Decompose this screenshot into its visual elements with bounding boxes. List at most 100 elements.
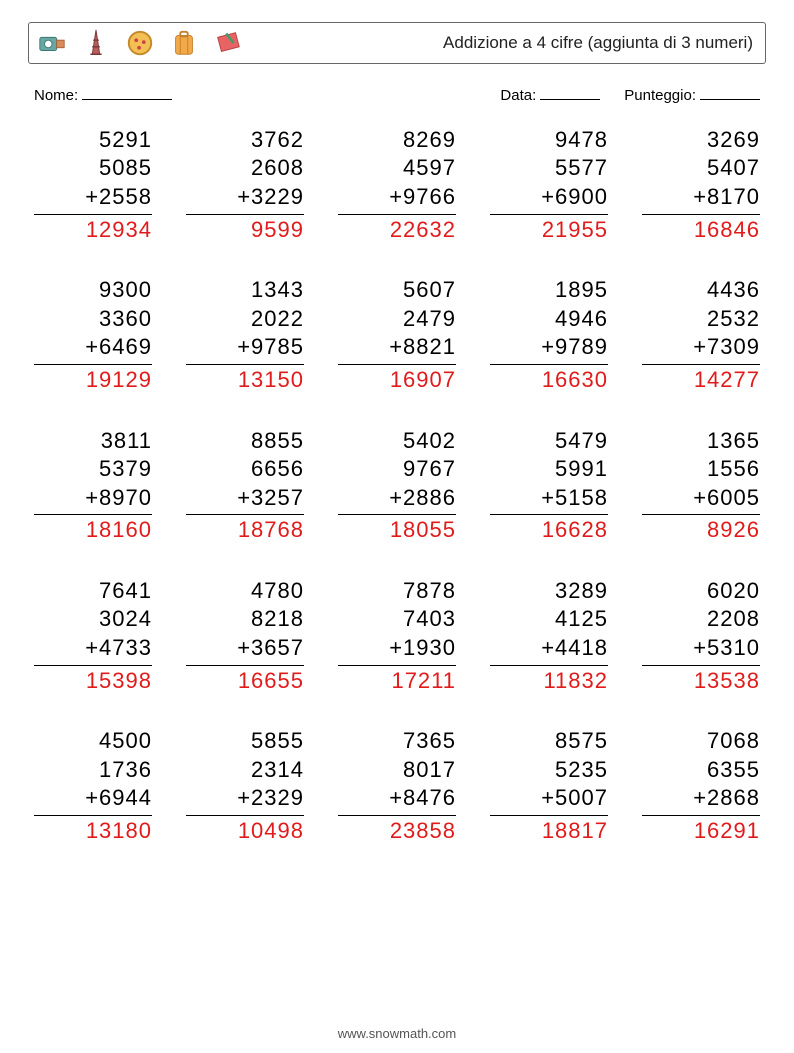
worksheet-header: Addizione a 4 cifre (aggiunta di 3 numer… xyxy=(28,22,766,64)
addition-problem: 47808218+365716655 xyxy=(186,577,304,695)
addend-2: 3024 xyxy=(34,605,152,634)
addend-3: +6469 xyxy=(34,333,152,362)
addend-3: +6900 xyxy=(490,183,608,212)
addend-3: +6944 xyxy=(34,784,152,813)
score-field: Punteggio: xyxy=(624,84,760,104)
answer: 16655 xyxy=(186,667,304,696)
addition-problem: 38115379+897018160 xyxy=(34,427,152,545)
answer: 15398 xyxy=(34,667,152,696)
addend-2: 6656 xyxy=(186,455,304,484)
sum-rule xyxy=(34,364,152,365)
name-field: Nome: xyxy=(34,84,172,104)
addition-problem: 32894125+441811832 xyxy=(490,577,608,695)
addend-3: +8821 xyxy=(338,333,456,362)
addend-2: 8017 xyxy=(338,756,456,785)
suitcase-icon xyxy=(169,28,199,58)
addend-3: +4418 xyxy=(490,634,608,663)
date-blank xyxy=(540,84,600,100)
answer: 16630 xyxy=(490,366,608,395)
addition-problem: 76413024+473315398 xyxy=(34,577,152,695)
problem-grid: 52915085+25581293437622608+3229959982694… xyxy=(28,118,766,846)
sum-rule xyxy=(338,514,456,515)
sum-rule xyxy=(186,815,304,816)
addend-3: +5158 xyxy=(490,484,608,513)
addend-2: 4597 xyxy=(338,154,456,183)
addition-problem: 93003360+646919129 xyxy=(34,276,152,394)
answer: 18055 xyxy=(338,516,456,545)
addition-problem: 54795991+515816628 xyxy=(490,427,608,545)
camera-icon xyxy=(37,28,67,58)
addend-2: 2314 xyxy=(186,756,304,785)
addend-3: +6005 xyxy=(642,484,760,513)
answer: 9599 xyxy=(186,216,304,245)
addend-2: 9767 xyxy=(338,455,456,484)
sum-rule xyxy=(186,214,304,215)
addend-1: 5291 xyxy=(34,126,152,155)
addend-3: +2329 xyxy=(186,784,304,813)
addition-problem: 44362532+730914277 xyxy=(642,276,760,394)
sum-rule xyxy=(34,514,152,515)
sum-rule xyxy=(34,665,152,666)
addend-3: +3657 xyxy=(186,634,304,663)
addend-2: 1736 xyxy=(34,756,152,785)
sum-rule xyxy=(642,214,760,215)
answer: 22632 xyxy=(338,216,456,245)
answer: 18160 xyxy=(34,516,152,545)
sum-rule xyxy=(490,514,608,515)
addend-1: 7068 xyxy=(642,727,760,756)
addend-1: 6020 xyxy=(642,577,760,606)
sum-rule xyxy=(186,514,304,515)
addend-3: +8970 xyxy=(34,484,152,513)
sum-rule xyxy=(642,514,760,515)
answer: 8926 xyxy=(642,516,760,545)
addition-problem: 58552314+232910498 xyxy=(186,727,304,845)
addition-problem: 88556656+325718768 xyxy=(186,427,304,545)
sum-rule xyxy=(490,665,608,666)
addend-2: 6355 xyxy=(642,756,760,785)
footer: www.snowmath.com xyxy=(0,1026,794,1041)
sum-rule xyxy=(186,364,304,365)
answer: 11832 xyxy=(490,667,608,696)
answer: 10498 xyxy=(186,817,304,846)
addition-problem: 85755235+500718817 xyxy=(490,727,608,845)
addend-2: 7403 xyxy=(338,605,456,634)
answer: 18768 xyxy=(186,516,304,545)
addend-1: 4500 xyxy=(34,727,152,756)
answer: 17211 xyxy=(338,667,456,696)
addition-problem: 94785577+690021955 xyxy=(490,126,608,244)
answer: 16907 xyxy=(338,366,456,395)
addition-problem: 45001736+6944 13180 xyxy=(34,727,152,845)
addend-1: 4780 xyxy=(186,577,304,606)
answer: 18817 xyxy=(490,817,608,846)
addition-problem: 73658017+847623858 xyxy=(338,727,456,845)
answer: 13180 xyxy=(34,817,152,846)
addend-1: 3811 xyxy=(34,427,152,456)
addend-1: 7641 xyxy=(34,577,152,606)
sum-rule xyxy=(642,815,760,816)
addition-problem: 13651556+60058926 xyxy=(642,427,760,545)
addend-2: 5235 xyxy=(490,756,608,785)
answer: 13150 xyxy=(186,366,304,395)
addend-3: +3257 xyxy=(186,484,304,513)
sum-rule xyxy=(338,214,456,215)
sum-rule xyxy=(338,364,456,365)
sum-rule xyxy=(490,214,608,215)
addition-problem: 56072479+882116907 xyxy=(338,276,456,394)
addend-2: 2608 xyxy=(186,154,304,183)
addend-1: 7878 xyxy=(338,577,456,606)
worksheet-title: Addizione a 4 cifre (aggiunta di 3 numer… xyxy=(443,33,753,53)
addend-3: +9785 xyxy=(186,333,304,362)
addend-1: 1343 xyxy=(186,276,304,305)
addend-3: +3229 xyxy=(186,183,304,212)
addend-2: 2208 xyxy=(642,605,760,634)
addend-3: +5310 xyxy=(642,634,760,663)
sum-rule xyxy=(338,665,456,666)
addend-2: 5577 xyxy=(490,154,608,183)
answer: 21955 xyxy=(490,216,608,245)
answer: 23858 xyxy=(338,817,456,846)
answer: 12934 xyxy=(34,216,152,245)
addend-1: 9300 xyxy=(34,276,152,305)
sum-rule xyxy=(642,665,760,666)
addend-2: 4125 xyxy=(490,605,608,634)
addend-1: 5607 xyxy=(338,276,456,305)
